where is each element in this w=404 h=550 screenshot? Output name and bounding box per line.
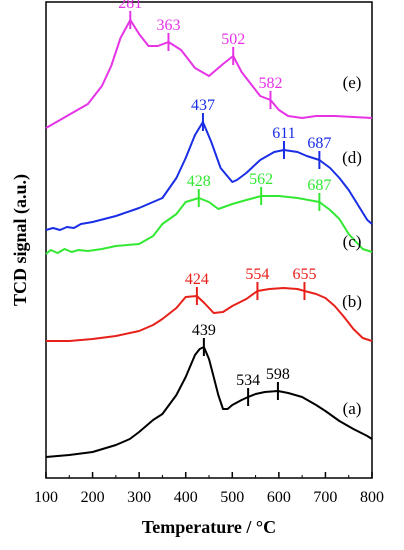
series-line	[46, 287, 373, 342]
peak-label: 437	[191, 97, 215, 114]
plot-frame	[45, 1, 373, 479]
x-axis-title: Temperature / °C	[142, 517, 276, 537]
curve-label: (e)	[343, 73, 362, 92]
peak-label: 582	[258, 75, 282, 92]
x-tick-label: 800	[360, 489, 384, 506]
x-tick-label: 500	[220, 489, 244, 506]
peak-label: 655	[292, 266, 316, 283]
peak-label: 363	[156, 17, 180, 34]
series-line	[45, 195, 373, 255]
series-c: 428 562 687 (c)	[45, 171, 373, 255]
peak-label: 687	[307, 135, 331, 152]
series-b: 424 554 655 (b)	[46, 266, 373, 342]
series-e: 281 363 502 582 (e)	[45, 0, 373, 129]
peak-label: 534	[236, 372, 260, 389]
peak-label: 611	[272, 125, 295, 142]
curve-label: (d)	[342, 148, 362, 167]
x-tick-label: 600	[267, 489, 291, 506]
curve-label: (a)	[343, 399, 362, 418]
curves-group: 439 534 598 (a) 424 554 655 (b) 428 562 687 (c) 437 6…	[45, 0, 373, 458]
peak-label: 502	[221, 31, 245, 48]
x-axis-ticks: 100 200 300 400 500 600 700 800	[34, 472, 384, 506]
peak-label: 687	[307, 177, 331, 194]
peak-label: 439	[192, 322, 216, 339]
peak-label: 428	[187, 173, 211, 190]
peak-label: 598	[266, 366, 290, 383]
x-tick-label: 300	[127, 489, 151, 506]
peak-label: 554	[245, 266, 269, 283]
curve-label: (c)	[343, 232, 362, 251]
series-line	[45, 121, 373, 231]
x-tick-label: 400	[174, 489, 198, 506]
x-tick-label: 700	[313, 489, 337, 506]
curve-label: (b)	[342, 292, 362, 311]
series-d: 437 611 687 (d)	[45, 97, 373, 231]
y-axis-title: TCD signal (a.u.)	[10, 174, 31, 306]
series-line	[45, 346, 373, 458]
x-tick-label: 200	[81, 489, 105, 506]
peak-label: 281	[118, 0, 142, 12]
series-a: 439 534 598 (a)	[45, 322, 373, 458]
peak-label: 424	[185, 271, 209, 288]
x-tick-label: 100	[34, 489, 58, 506]
peak-label: 562	[249, 171, 273, 188]
series-line	[45, 19, 373, 129]
